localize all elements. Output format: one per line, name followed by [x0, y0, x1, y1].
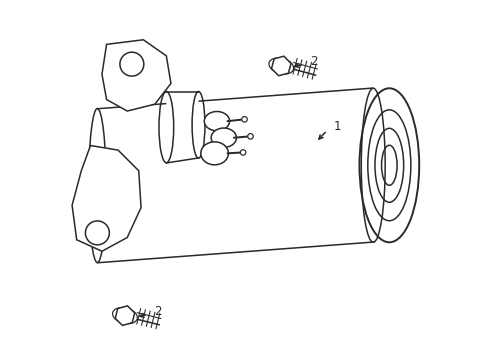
- Ellipse shape: [112, 308, 137, 324]
- Polygon shape: [166, 91, 198, 163]
- Text: 1: 1: [332, 120, 340, 133]
- Text: 2: 2: [309, 55, 317, 68]
- Polygon shape: [102, 40, 171, 111]
- Polygon shape: [72, 145, 141, 251]
- Polygon shape: [115, 306, 134, 325]
- Text: 2: 2: [154, 305, 161, 318]
- Polygon shape: [97, 88, 372, 263]
- Ellipse shape: [268, 58, 293, 74]
- Ellipse shape: [201, 142, 228, 165]
- Ellipse shape: [241, 117, 247, 122]
- Ellipse shape: [211, 128, 236, 147]
- Ellipse shape: [240, 150, 245, 155]
- Ellipse shape: [359, 88, 418, 242]
- Ellipse shape: [204, 112, 229, 131]
- Polygon shape: [271, 56, 290, 76]
- Ellipse shape: [247, 134, 253, 139]
